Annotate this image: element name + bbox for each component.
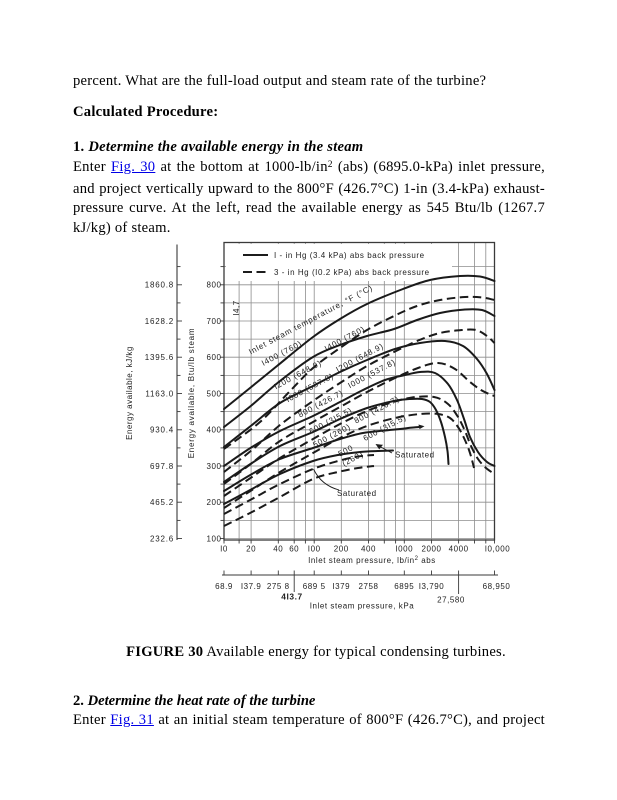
- svg-text:1163.0: 1163.0: [145, 389, 174, 398]
- svg-text:232.6: 232.6: [150, 534, 174, 543]
- svg-text:465.2: 465.2: [150, 498, 174, 507]
- svg-text:500: 500: [207, 389, 222, 398]
- svg-text:6895: 6895: [394, 582, 414, 591]
- svg-text:20: 20: [246, 545, 256, 554]
- svg-text:Inlet steam temperature, °F: Inlet steam temperature, °F (°C): [247, 283, 374, 356]
- svg-text:400: 400: [207, 426, 222, 435]
- svg-text:1628.2: 1628.2: [145, 317, 174, 326]
- svg-text:1395.6: 1395.6: [145, 353, 174, 362]
- svg-text:60: 60: [289, 545, 299, 554]
- svg-text:68.9: 68.9: [215, 582, 233, 591]
- svg-text:I000: I000: [395, 545, 413, 554]
- svg-text:Inlet steam pressure, lb/in: Inlet steam pressure, lb/in2 abs: [308, 556, 436, 565]
- svg-text:Saturated: Saturated: [395, 451, 435, 460]
- svg-text:2758: 2758: [359, 582, 379, 591]
- svg-text:I4,7: I4,7: [232, 300, 241, 316]
- svg-text:100: 100: [207, 534, 222, 543]
- svg-text:I00: I00: [308, 545, 321, 554]
- svg-text:4I3.7: 4I3.7: [281, 592, 302, 602]
- svg-text:I37.9: I37.9: [241, 582, 262, 591]
- svg-text:200: 200: [207, 498, 222, 507]
- svg-text:689 5: 689 5: [303, 582, 326, 591]
- svg-text:3 - in Hg (I0.2 kPa) abs bac: 3 - in Hg (I0.2 kPa) abs back pressure: [274, 268, 430, 277]
- svg-text:4000: 4000: [449, 545, 469, 554]
- svg-text:Energy available, Btu/lb st: Energy available, Btu/lb steam: [187, 328, 196, 459]
- svg-text:1860.8: 1860.8: [145, 281, 174, 290]
- svg-text:27,580: 27,580: [437, 596, 465, 605]
- svg-text:600: 600: [207, 353, 222, 362]
- svg-text:Saturated: Saturated: [337, 489, 377, 498]
- svg-text:I - in Hg (3.4 kPa) abs back: I - in Hg (3.4 kPa) abs back pressure: [274, 251, 425, 260]
- svg-text:697.8: 697.8: [150, 462, 174, 471]
- svg-text:400: 400: [361, 545, 376, 554]
- svg-text:40: 40: [273, 545, 283, 554]
- svg-text:Energy available, kJ/kg: Energy available, kJ/kg: [125, 346, 134, 440]
- svg-text:930.4: 930.4: [150, 426, 174, 435]
- svg-text:700: 700: [207, 317, 222, 326]
- svg-text:275 8: 275 8: [267, 582, 290, 591]
- svg-text:Inlet steam pressure, kPa: Inlet steam pressure, kPa: [310, 602, 414, 611]
- svg-text:I3,790: I3,790: [419, 582, 445, 591]
- svg-text:I0: I0: [220, 545, 228, 554]
- svg-text:I0,000: I0,000: [485, 545, 511, 554]
- svg-text:68,950: 68,950: [483, 582, 511, 591]
- svg-text:200: 200: [334, 545, 349, 554]
- svg-text:800: 800: [207, 281, 222, 290]
- svg-text:I379: I379: [332, 582, 350, 591]
- svg-text:300: 300: [207, 462, 222, 471]
- svg-text:2000: 2000: [422, 545, 442, 554]
